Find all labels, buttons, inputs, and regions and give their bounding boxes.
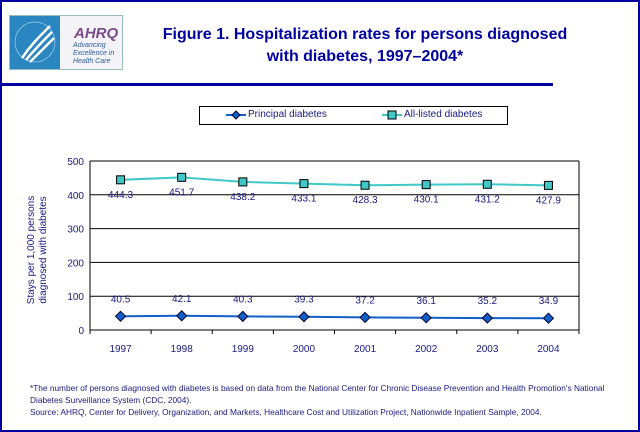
hhs-eagle-icon [10, 16, 60, 69]
series-line [120, 176, 549, 187]
data-label: 34.9 [539, 296, 559, 307]
data-point [542, 312, 555, 324]
footnotes: *The number of persons diagnosed with di… [30, 382, 630, 418]
data-label: 433.1 [291, 194, 316, 205]
x-tick-label: 2003 [476, 344, 499, 355]
data-label: 36.1 [416, 296, 436, 307]
data-point [360, 180, 370, 190]
ahrq-tagline: Advancing Excellence in Health Care [73, 42, 115, 65]
footnote-source: Source: AHRQ, Center for Delivery, Organ… [30, 407, 542, 417]
chart-legend: Principal diabetes All-listed diabetes [199, 106, 508, 125]
x-tick-label: 1997 [109, 344, 132, 355]
title-divider [0, 83, 553, 86]
data-label: 444.3 [108, 190, 133, 201]
y-tick-label: 500 [67, 157, 84, 168]
data-point [298, 311, 310, 323]
data-label: 40.5 [111, 294, 131, 305]
legend-item-all-listed: All-listed diabetes [382, 109, 482, 120]
data-point [482, 179, 492, 189]
footnote-definition: *The number of persons diagnosed with di… [30, 383, 605, 405]
y-tick-label: 300 [67, 225, 84, 236]
y-tick-label: 400 [67, 191, 84, 202]
data-point [177, 172, 187, 182]
data-label: 451.7 [169, 187, 194, 198]
data-label: 40.3 [233, 294, 253, 305]
ahrq-wordmark: AHRQ [74, 25, 119, 42]
legend-item-principal: Principal diabetes [226, 109, 327, 120]
data-point [116, 175, 126, 185]
data-label: 431.2 [475, 194, 500, 205]
x-tick-label: 2000 [293, 344, 316, 355]
x-tick-label: 2004 [537, 344, 560, 355]
x-tick-label: 2002 [415, 344, 438, 355]
data-point [237, 310, 249, 323]
data-point [421, 180, 431, 190]
data-label: 37.2 [355, 295, 375, 306]
y-tick-label: 100 [67, 292, 84, 303]
data-point [299, 179, 309, 189]
data-point [481, 312, 494, 324]
y-tick-label: 0 [78, 326, 84, 337]
data-point [359, 311, 371, 324]
data-point [114, 310, 127, 323]
data-label: 42.1 [172, 294, 192, 305]
x-tick-label: 1999 [232, 344, 255, 355]
data-point [420, 312, 432, 324]
data-label: 438.2 [230, 192, 255, 203]
x-tick-label: 2001 [354, 344, 377, 355]
data-label: 427.9 [536, 195, 561, 206]
data-label: 428.3 [353, 195, 378, 206]
series-line [120, 314, 549, 320]
page-title: Figure 1. Hospitalization rates for pers… [162, 26, 568, 65]
data-point [175, 310, 188, 322]
data-label: 39.3 [294, 295, 314, 306]
ahrq-logo: AHRQ Advancing Excellence in Health Care [9, 15, 123, 70]
x-tick-label: 1998 [171, 344, 194, 355]
data-point [238, 177, 248, 187]
y-tick-label: 200 [67, 258, 84, 269]
data-point [543, 180, 553, 190]
data-label: 430.1 [414, 195, 439, 206]
data-label: 35.2 [478, 296, 498, 307]
